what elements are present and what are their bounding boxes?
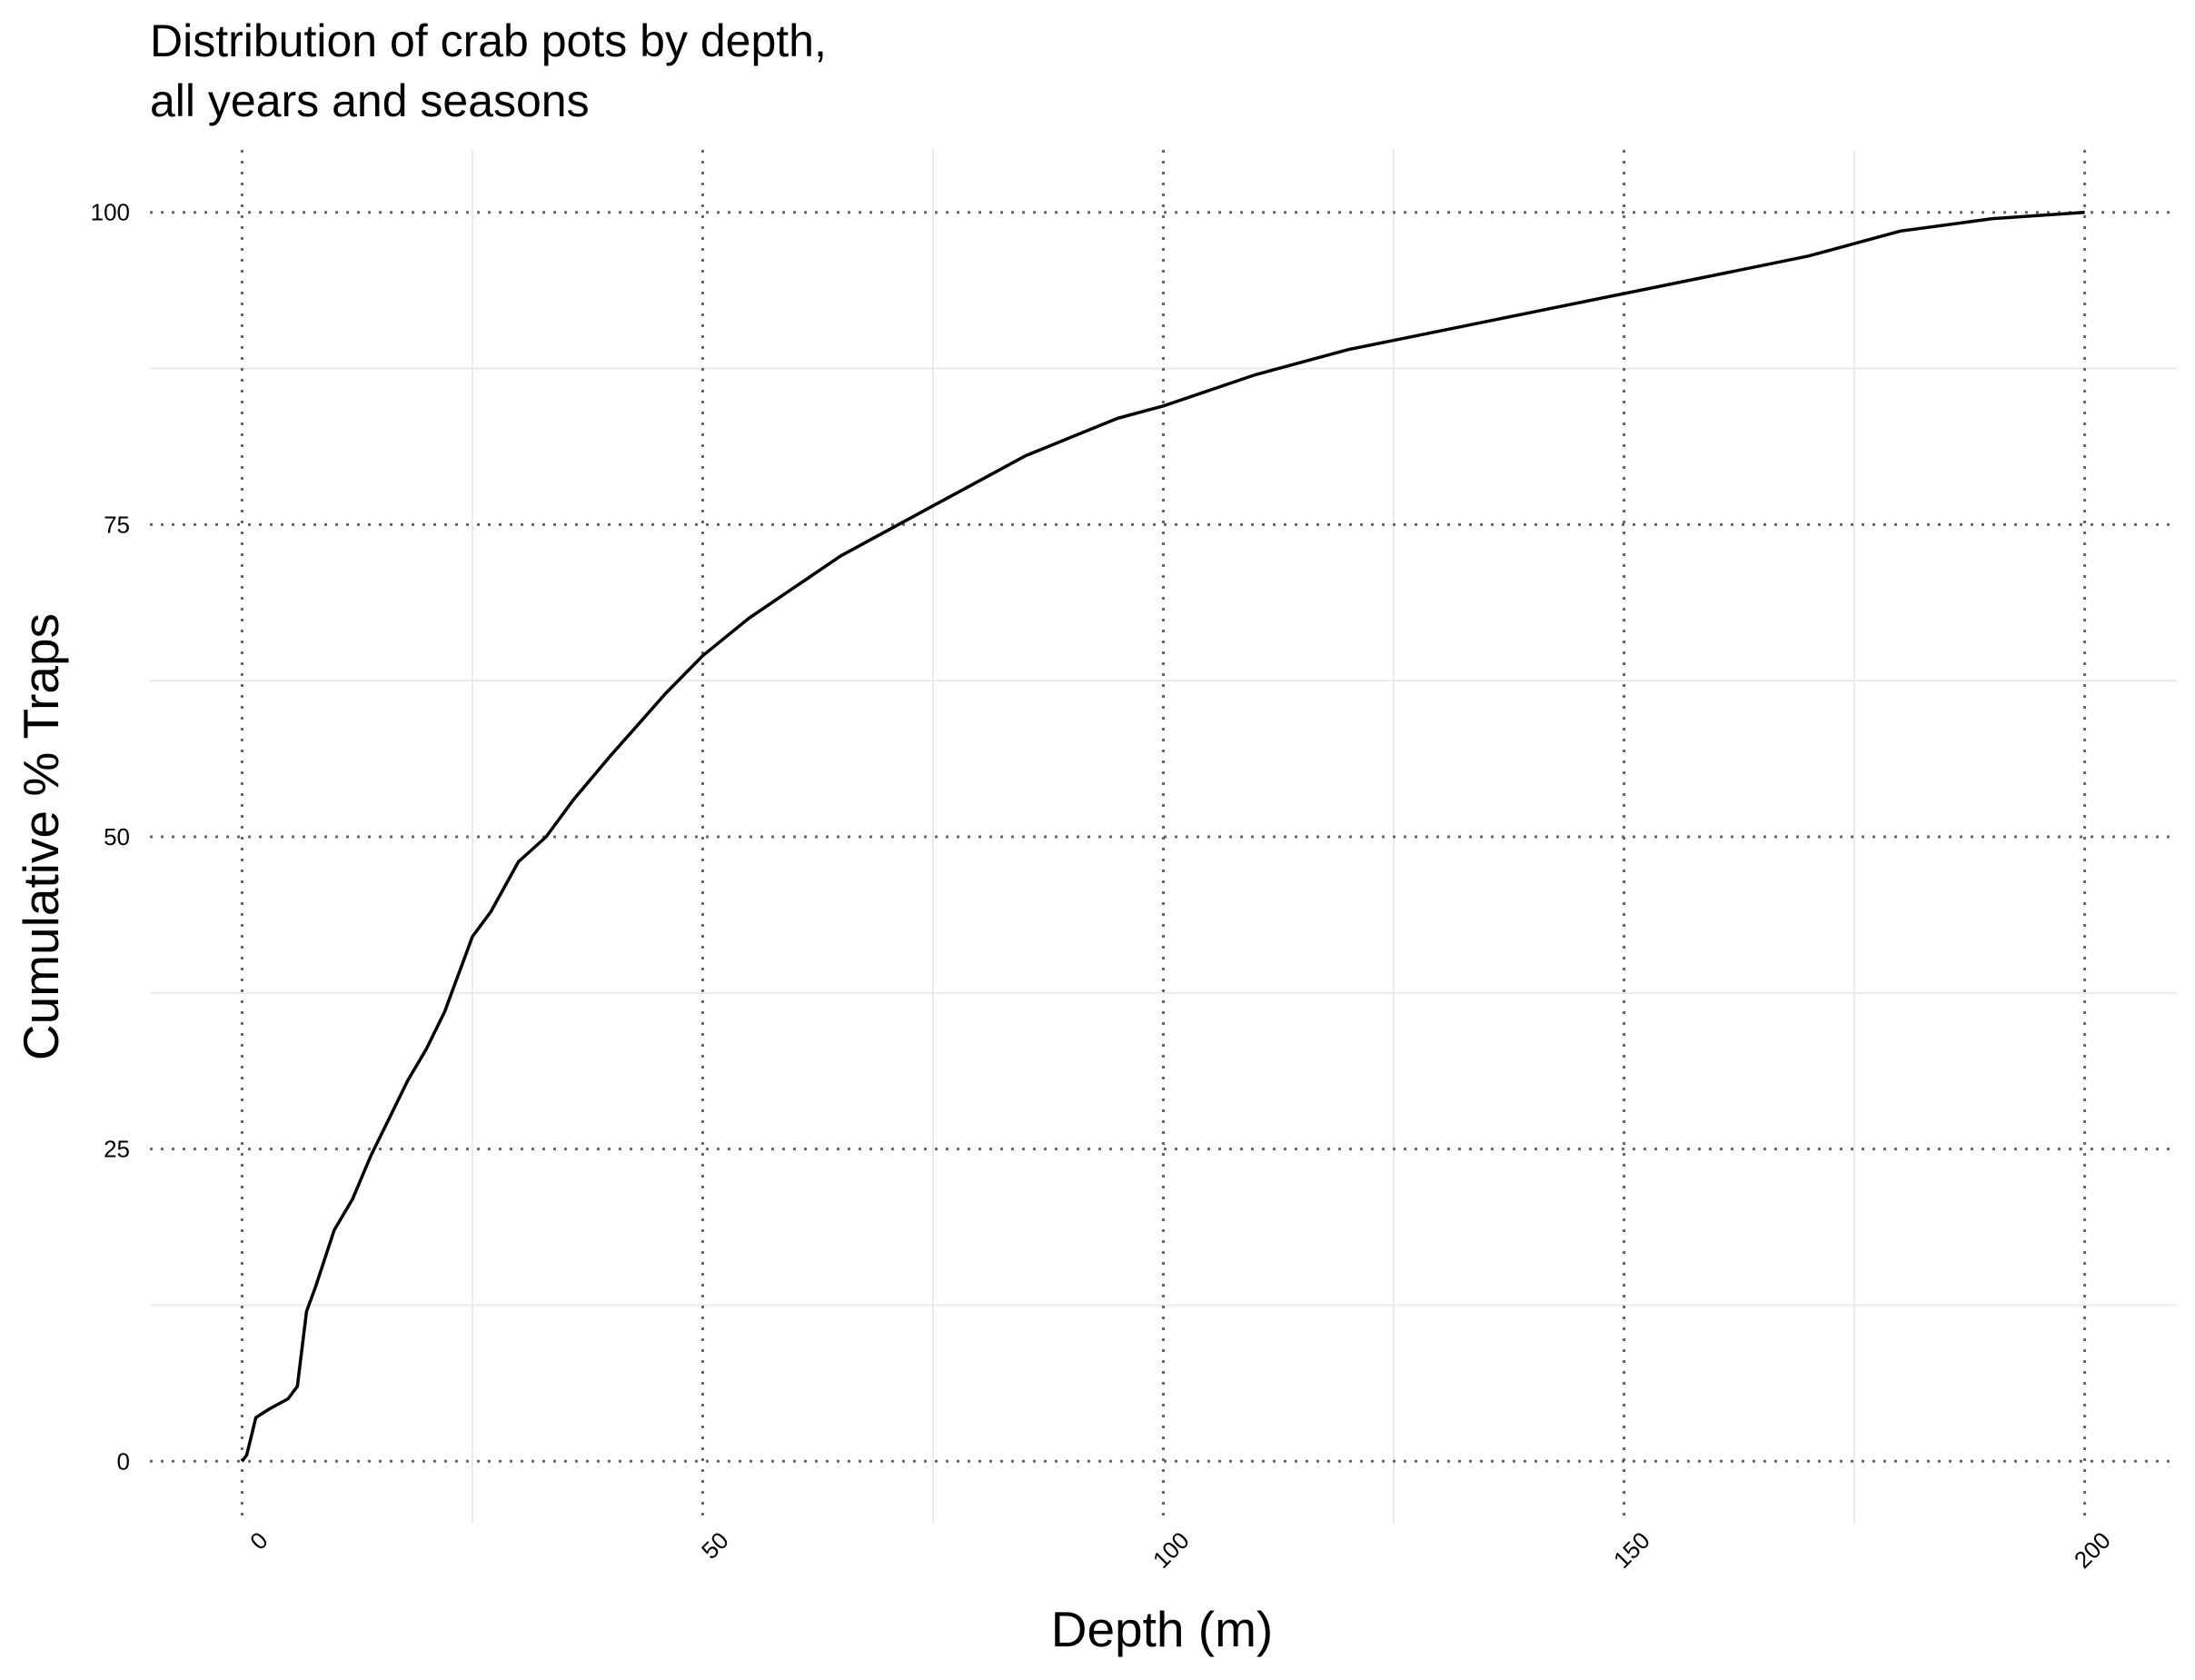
y-tick-label: 75 [104, 511, 130, 538]
y-tick-label: 0 [117, 1447, 130, 1475]
x-tick-label: 150 [1608, 1526, 1655, 1574]
y-tick-label: 25 [104, 1136, 130, 1163]
data-line [240, 210, 2085, 1463]
chart-title: Distribution of crab pots by depth, [150, 15, 827, 66]
x-axis-label: Depth (m) [1051, 1601, 1274, 1657]
x-tick-label: 200 [2069, 1526, 2116, 1574]
chart-title: all years and seasons [150, 75, 590, 126]
y-tick-label: 100 [91, 199, 130, 226]
x-tick-label: 50 [696, 1526, 734, 1565]
y-tick-label: 50 [104, 823, 130, 850]
x-tick-label: 0 [244, 1526, 273, 1555]
y-axis-label: Cumulative % Traps [13, 613, 69, 1060]
x-tick-label: 100 [1147, 1526, 1195, 1574]
